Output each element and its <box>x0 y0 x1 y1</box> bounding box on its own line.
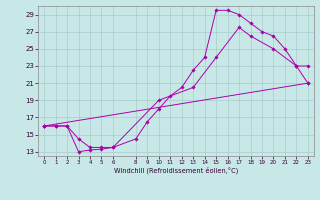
X-axis label: Windchill (Refroidissement éolien,°C): Windchill (Refroidissement éolien,°C) <box>114 167 238 174</box>
